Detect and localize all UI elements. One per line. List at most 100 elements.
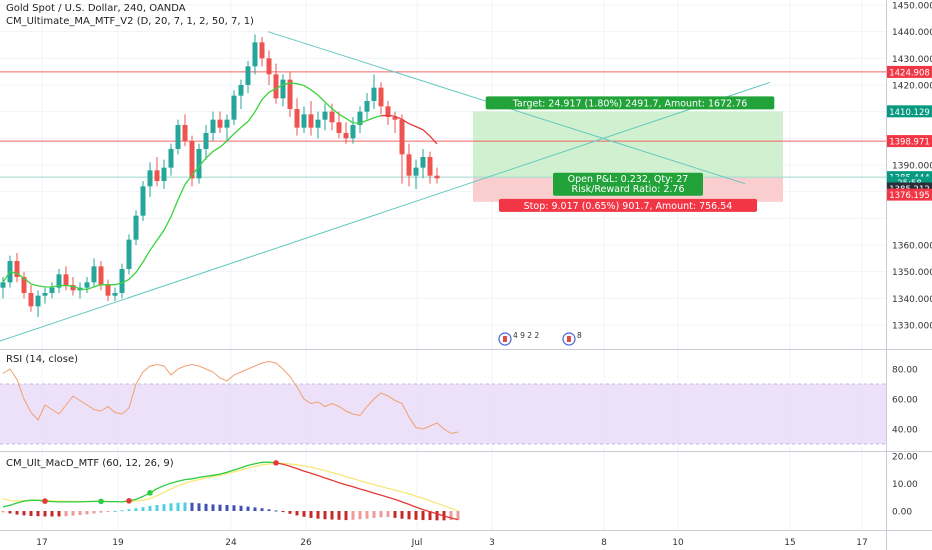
candle-body — [385, 106, 391, 117]
macd-histogram-bar — [15, 511, 19, 515]
macd-histogram-bar — [232, 505, 236, 511]
macd-histogram-bar — [22, 511, 26, 516]
candle-body — [161, 167, 167, 181]
x-tick-label: Jul — [411, 538, 423, 548]
candle-body — [266, 58, 272, 75]
target-zone — [473, 111, 783, 178]
y-tick-label: 1450.000 — [892, 2, 932, 12]
candle-body — [147, 170, 153, 187]
macd-cross-dot — [273, 460, 279, 466]
candle-body — [140, 186, 146, 216]
macd-histogram-bar — [155, 504, 159, 511]
macd-histogram-bar — [85, 511, 89, 515]
candle-body — [28, 293, 34, 307]
candle-body — [406, 154, 412, 176]
macd-histogram-bar — [295, 511, 299, 516]
price-label-bg — [887, 135, 932, 148]
candle-body — [364, 101, 370, 112]
macd-histogram-bar — [148, 506, 152, 511]
price-label: 1376.195 — [889, 191, 930, 201]
price-label: 1424.908 — [889, 68, 930, 78]
macd-histogram-bar — [169, 503, 173, 511]
macd-histogram-bar — [43, 511, 47, 517]
macd-tick-label: 0.00 — [892, 508, 912, 518]
y-tick-label: 1390.000 — [892, 162, 932, 172]
y-tick-label: 1430.000 — [892, 55, 932, 65]
candle-body — [21, 277, 27, 293]
rsi-tick-label: 40.00 — [892, 426, 918, 436]
x-tick-label: 17 — [856, 538, 867, 548]
macd-histogram-bar — [99, 511, 103, 513]
candle-body — [434, 175, 440, 179]
macd-line-falling — [275, 462, 459, 521]
candle-body — [336, 122, 342, 133]
candle-body — [420, 157, 426, 168]
candle-body — [259, 42, 265, 59]
candle-body — [392, 117, 398, 120]
event-count: 8 — [577, 331, 582, 340]
candle-body — [154, 170, 160, 181]
candle-body — [273, 74, 279, 99]
x-tick-label: 10 — [672, 538, 684, 548]
pnl-label-bg — [553, 172, 703, 196]
candle-body — [280, 79, 286, 99]
macd-histogram-bar — [435, 511, 439, 521]
macd-histogram-bar — [120, 510, 124, 512]
candle-body — [315, 119, 321, 128]
rsi-band — [0, 384, 886, 444]
macd-histogram-bar — [316, 511, 320, 519]
macd-tick-label: 10.00 — [892, 480, 918, 490]
candle-body — [413, 167, 419, 176]
macd-tick-label: 20.00 — [892, 453, 918, 463]
event-flag-stripe — [567, 336, 571, 342]
stop-label-bg — [498, 198, 758, 212]
macd-cross-dot — [42, 498, 48, 504]
candle-body — [14, 261, 20, 277]
x-tick-label: 26 — [300, 538, 312, 548]
candle-body — [217, 119, 223, 128]
candle-body — [301, 114, 307, 128]
candle-body — [252, 42, 258, 67]
macd-histogram-bar — [302, 511, 306, 517]
macd-histogram-bar — [71, 511, 75, 516]
risk-reward-label: Risk/Reward Ratio: 2.76 — [571, 184, 684, 195]
rsi-tick-label: 80.00 — [892, 366, 918, 376]
macd-histogram-bar — [421, 511, 425, 521]
macd-histogram-bar — [358, 511, 362, 520]
macd-histogram-bar — [344, 511, 348, 521]
macd-histogram-bar — [190, 502, 194, 511]
price-label: 1410.129 — [889, 108, 930, 118]
price-label-bg — [887, 65, 932, 78]
macd-histogram-bar — [337, 511, 341, 520]
price-label-bg — [887, 188, 932, 201]
macd-histogram-bar — [288, 511, 292, 514]
macd-line — [2, 461, 277, 508]
candle-body — [98, 266, 104, 285]
macd-histogram-bar — [162, 504, 166, 511]
y-tick-label: 1440.000 — [892, 28, 932, 38]
candle-body — [91, 266, 97, 283]
rsi-tick-label: 60.00 — [892, 396, 918, 406]
moving-average-line — [2, 82, 382, 291]
price-label-bg — [887, 105, 932, 118]
candle-body — [42, 293, 48, 296]
macd-histogram-bar — [365, 511, 369, 519]
macd-histogram-bar — [8, 511, 12, 514]
candle-body — [350, 125, 356, 139]
macd-histogram-bar — [218, 504, 222, 511]
macd-histogram-bar — [176, 502, 180, 511]
macd-histogram-bar — [1, 511, 5, 513]
macd-histogram-bar — [36, 511, 40, 517]
y-tick-label: 1350.000 — [892, 268, 932, 278]
candle-body — [378, 87, 384, 107]
candle-body — [105, 285, 111, 296]
macd-histogram-bar — [64, 511, 68, 517]
macd-histogram-bar — [57, 511, 61, 517]
candle-body — [56, 274, 62, 288]
macd-histogram-bar — [211, 504, 215, 511]
macd-histogram-bar — [260, 508, 264, 511]
rsi-line — [2, 360, 459, 435]
candle-body — [112, 293, 118, 296]
macd-histogram-bar — [372, 511, 376, 518]
